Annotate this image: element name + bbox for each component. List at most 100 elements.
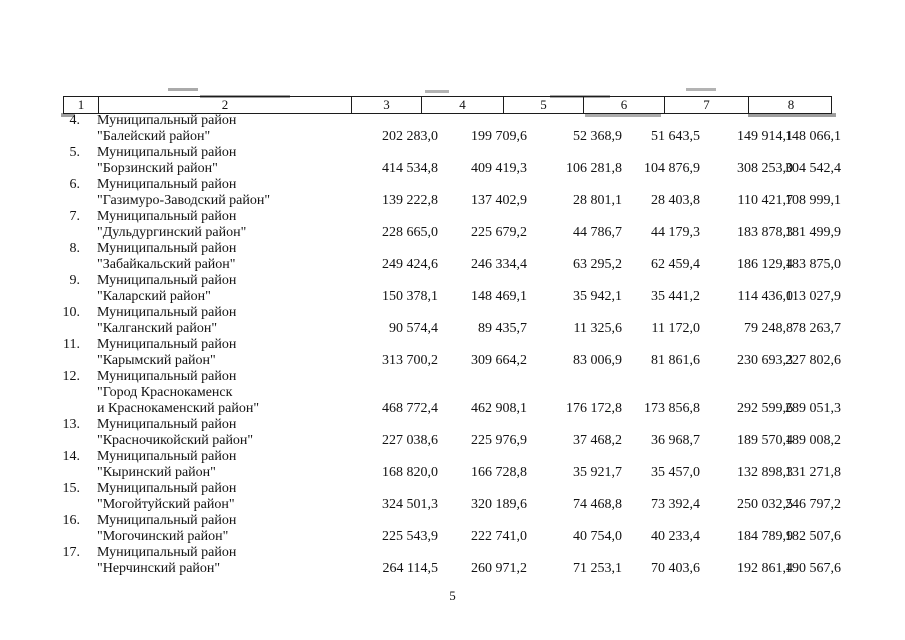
table-row: 9. Муниципальный район "Каларский район"… (0, 273, 905, 305)
row-name: Муниципальный район (97, 177, 237, 192)
table-row: 6. Муниципальный район "Газимуро-Заводск… (0, 177, 905, 209)
row-name: "Город Краснокаменск (97, 385, 233, 400)
row-value: 73 392,4 (651, 497, 700, 512)
table-row: 8. Муниципальный район "Забайкальский ра… (0, 241, 905, 273)
row-value: 71 253,1 (573, 561, 622, 576)
header-cell: 1 (77, 97, 85, 112)
row-value: 148 469,1 (471, 289, 527, 304)
row-value: 227 802,6 (785, 353, 841, 368)
header-cell: 5 (503, 97, 583, 113)
table-row-line: "Газимуро-Заводский район" 139 222,8 137 … (0, 193, 905, 209)
row-value: 176 172,8 (566, 401, 622, 416)
row-name: "Борзинский район" (97, 161, 218, 176)
row-value: 320 189,6 (471, 497, 527, 512)
row-value: 173 856,8 (644, 401, 700, 416)
row-name: Муниципальный район (97, 241, 237, 256)
table-row-line: 12. Муниципальный район (0, 369, 905, 385)
table-row-line: "Красночикойский район" 227 038,6 225 976… (0, 433, 905, 449)
table-row-line: 5. Муниципальный район (0, 145, 905, 161)
table-row: 17. Муниципальный район "Нерчинский райо… (0, 545, 905, 577)
row-value: 132 898,3 (737, 465, 793, 480)
table-row-line: 17. Муниципальный район (0, 545, 905, 561)
row-value: 131 271,8 (785, 465, 841, 480)
scan-artifact (585, 114, 661, 117)
row-value: 222 741,0 (471, 529, 527, 544)
row-value: 35 942,1 (573, 289, 622, 304)
table-row: 13. Муниципальный район "Красночикойский… (0, 417, 905, 449)
row-number: 7. (69, 209, 81, 224)
row-value: 225 543,9 (382, 529, 438, 544)
row-value: 289 051,3 (785, 401, 841, 416)
row-value: 324 501,3 (382, 497, 438, 512)
row-value: 313 700,2 (382, 353, 438, 368)
table-row: 10. Муниципальный район "Калганский райо… (0, 305, 905, 337)
row-name: Муниципальный район (97, 513, 237, 528)
row-number: 8. (69, 241, 81, 256)
row-value: 181 499,9 (785, 225, 841, 240)
row-name: Муниципальный район (97, 305, 237, 320)
header-cell: 6 (583, 97, 664, 113)
table-row-line: "Карымский район" 313 700,2 309 664,2 83 0… (0, 353, 905, 369)
table-row-line: "Кыринский район" 168 820,0 166 728,8 35 9… (0, 465, 905, 481)
row-value: 137 402,9 (471, 193, 527, 208)
row-value: 190 567,6 (785, 561, 841, 576)
row-value: 79 248,8 (744, 321, 793, 336)
row-value: 225 679,2 (471, 225, 527, 240)
row-value: 89 435,7 (478, 321, 527, 336)
table-row-line: 7. Муниципальный район (0, 209, 905, 225)
table-row-line: "Забайкальский район" 249 424,6 246 334,4… (0, 257, 905, 273)
row-value: 40 754,0 (573, 529, 622, 544)
row-value: 186 129,4 (737, 257, 793, 272)
row-value: 308 253,0 (737, 161, 793, 176)
row-name: "Нерчинский район" (97, 561, 221, 576)
row-value: 28 801,1 (573, 193, 622, 208)
row-name: Муниципальный район (97, 417, 237, 432)
table-row-line: 16. Муниципальный район (0, 513, 905, 529)
table-row: 4. Муниципальный район "Балейский район"… (0, 113, 905, 145)
row-name: "Каларский район" (97, 289, 211, 304)
row-value: 78 263,7 (792, 321, 841, 336)
row-value: 183 875,0 (785, 257, 841, 272)
row-value: 230 693,3 (737, 353, 793, 368)
table-row-line: "Могойтуйский район" 324 501,3 320 189,6 7… (0, 497, 905, 513)
header-cell: 4 (421, 97, 503, 113)
row-value: 246 334,4 (471, 257, 527, 272)
table-row-line: 13. Муниципальный район (0, 417, 905, 433)
table-row-line: "Калганский район" 90 574,4 89 435,7 11 32… (0, 321, 905, 337)
table-row-line: "Борзинский район" 414 534,8 409 419,3 106… (0, 161, 905, 177)
header-cell: 2 (98, 97, 351, 113)
row-value: 28 403,8 (651, 193, 700, 208)
row-name: Муниципальный район (97, 113, 237, 128)
row-value: 292 599,6 (737, 401, 793, 416)
row-value: 63 295,2 (573, 257, 622, 272)
row-value: 183 878,3 (737, 225, 793, 240)
scan-artifact (425, 90, 449, 93)
table-row: 16. Муниципальный район "Могочинский рай… (0, 513, 905, 545)
row-value: 462 908,1 (471, 401, 527, 416)
scan-artifact (686, 88, 716, 91)
row-name: Муниципальный район (97, 273, 237, 288)
row-value: 250 032,5 (737, 497, 793, 512)
row-value: 468 772,4 (382, 401, 438, 416)
table-row-line: 9. Муниципальный район (0, 273, 905, 289)
row-name: Муниципальный район (97, 369, 237, 384)
row-name: "Забайкальский район" (97, 257, 236, 272)
row-value: 150 378,1 (382, 289, 438, 304)
row-name: Муниципальный район (97, 545, 237, 560)
table-row-line: и Краснокаменский район" 468 772,4 462 90… (0, 401, 905, 417)
row-number: 13. (62, 417, 81, 432)
row-value: 149 914,1 (737, 129, 793, 144)
table-row-line: 6. Муниципальный район (0, 177, 905, 193)
row-value: 202 283,0 (382, 129, 438, 144)
row-value: 11 325,6 (573, 321, 622, 336)
row-number: 15. (62, 481, 81, 496)
scan-artifact (748, 113, 836, 117)
table-row-line: 14. Муниципальный район (0, 449, 905, 465)
row-name: "Дульдургинский район" (97, 225, 247, 240)
scan-artifact (168, 88, 198, 91)
table-row-line: 10. Муниципальный район (0, 305, 905, 321)
row-value: 414 534,8 (382, 161, 438, 176)
table-row: 7. Муниципальный район "Дульдургинский р… (0, 209, 905, 241)
table-row: 15. Муниципальный район "Могойтуйский ра… (0, 481, 905, 513)
row-name: "Могочинский район" (97, 529, 229, 544)
